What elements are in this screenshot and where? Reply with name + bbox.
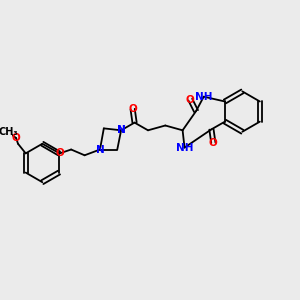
Text: NH: NH [195, 92, 212, 102]
Text: O: O [209, 138, 218, 148]
Text: CH₃: CH₃ [0, 127, 18, 137]
Text: N: N [117, 125, 125, 135]
Text: O: O [55, 148, 64, 158]
Text: N: N [96, 145, 104, 154]
Text: O: O [12, 133, 20, 143]
Text: O: O [128, 104, 137, 114]
Text: O: O [186, 94, 195, 105]
Text: NH: NH [176, 142, 193, 153]
Text: N: N [117, 125, 125, 135]
